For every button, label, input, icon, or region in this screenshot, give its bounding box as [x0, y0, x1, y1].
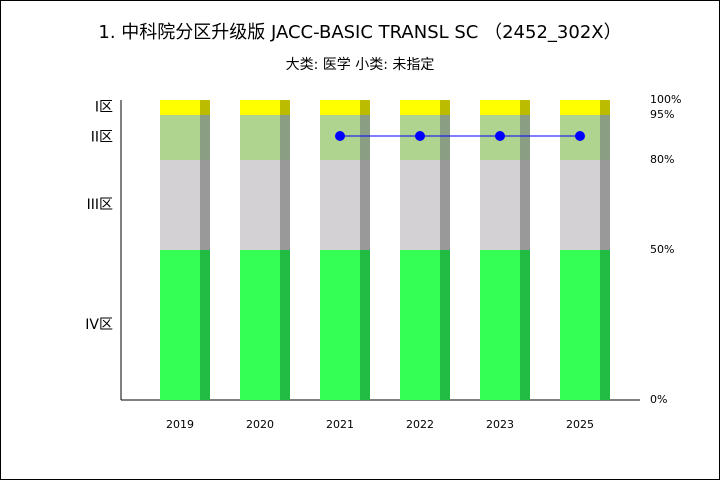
x-tick-label: 2019: [166, 418, 194, 431]
line-point: [495, 131, 505, 141]
bar-segment-side: [600, 160, 610, 250]
bar-segment: [160, 115, 200, 160]
zone-label: I区: [95, 100, 113, 116]
bar-segment-side: [520, 160, 530, 250]
bar-segment: [480, 250, 520, 400]
bar-segment-side: [600, 100, 610, 115]
x-tick-label: 2021: [326, 418, 354, 431]
bar-segment-side: [360, 250, 370, 400]
bar-segment: [400, 250, 440, 400]
bar-segment: [400, 160, 440, 250]
bar-segment: [320, 250, 360, 400]
line-point: [335, 131, 345, 141]
bar-segment-side: [440, 100, 450, 115]
y-tick-label: 50%: [650, 243, 674, 256]
x-tick-label: 2023: [486, 418, 514, 431]
bar-segment-side: [280, 100, 290, 115]
bar-segment-side: [200, 115, 210, 160]
chart-subtitle: 大类: 医学 小类: 未指定: [286, 57, 435, 73]
bar-segment: [320, 100, 360, 115]
x-tick-label: 2025: [566, 418, 594, 431]
line-point: [575, 131, 585, 141]
line-point: [415, 131, 425, 141]
bar-segment: [240, 250, 280, 400]
bar-segment: [320, 160, 360, 250]
bar-segment-side: [520, 250, 530, 400]
bar-segment: [480, 160, 520, 250]
bar-segment-side: [440, 115, 450, 160]
bar-segment: [240, 100, 280, 115]
bar-segment: [560, 250, 600, 400]
y-tick-label: 100%: [650, 93, 681, 106]
bar-segment: [560, 160, 600, 250]
x-tick-label: 2020: [246, 418, 274, 431]
bar-segment: [240, 115, 280, 160]
chart-title: 1. 中科院分区升级版 JACC-BASIC TRANSL SC （2452_3…: [98, 22, 621, 43]
y-tick-label: 80%: [650, 153, 674, 166]
x-tick-label: 2022: [406, 418, 434, 431]
bar-segment: [560, 100, 600, 115]
bar-segment-side: [200, 250, 210, 400]
bar-segment: [160, 250, 200, 400]
bar-segment-side: [600, 250, 610, 400]
bar-segment-side: [360, 100, 370, 115]
zone-label: III区: [87, 197, 113, 213]
bar-segment-side: [280, 160, 290, 250]
bar-segment-side: [280, 115, 290, 160]
bar-segment-side: [360, 160, 370, 250]
bar-segment-side: [200, 100, 210, 115]
bar-segment-side: [200, 160, 210, 250]
bar-segment: [400, 100, 440, 115]
bar-segment-side: [600, 115, 610, 160]
bar-segment: [240, 160, 280, 250]
bar-segment-side: [520, 115, 530, 160]
bar-segment-side: [520, 100, 530, 115]
y-tick-label: 95%: [650, 108, 674, 121]
bar-segment-side: [440, 160, 450, 250]
zone-label: II区: [91, 130, 113, 146]
bar-segment: [160, 100, 200, 115]
zone-label: IV区: [85, 317, 113, 333]
bar-segment-side: [440, 250, 450, 400]
y-tick-label: 0%: [650, 393, 667, 406]
bar-segment: [480, 100, 520, 115]
bar-segment-side: [280, 250, 290, 400]
bar-segment-side: [360, 115, 370, 160]
bar-segment: [160, 160, 200, 250]
